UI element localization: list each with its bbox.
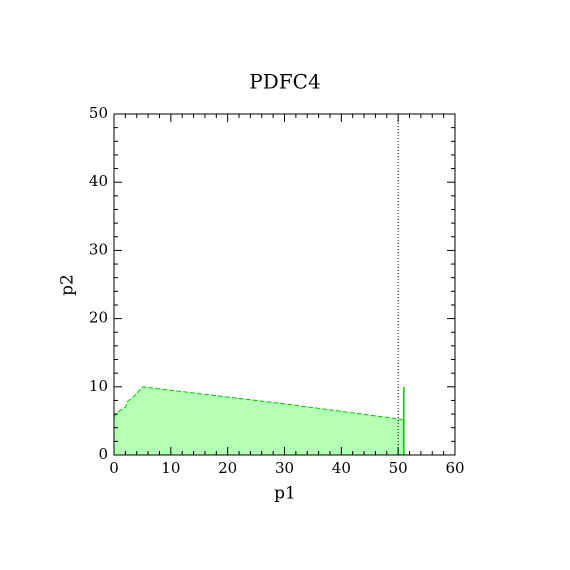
x-tick-label: 60 [445, 459, 464, 477]
area-fill [114, 386, 404, 455]
x-tick-label: 50 [389, 459, 408, 477]
y-tick-label: 10 [89, 377, 108, 395]
y-tick-label: 30 [89, 240, 108, 258]
x-tick-label: 40 [332, 459, 351, 477]
x-tick-label: 0 [109, 459, 119, 477]
x-tick-label: 20 [218, 459, 237, 477]
x-tick-label: 30 [275, 459, 294, 477]
y-tick-label: 20 [89, 309, 108, 327]
x-tick-label: 10 [161, 459, 180, 477]
y-tick-label: 40 [89, 172, 108, 190]
y-tick-label: 50 [89, 104, 108, 122]
area-line [113, 386, 404, 421]
y-tick-label: 0 [98, 445, 108, 463]
y-axis-label: p2 [58, 274, 78, 296]
chart-title: PDFC4 [249, 70, 320, 94]
x-axis-label: p1 [274, 484, 296, 504]
